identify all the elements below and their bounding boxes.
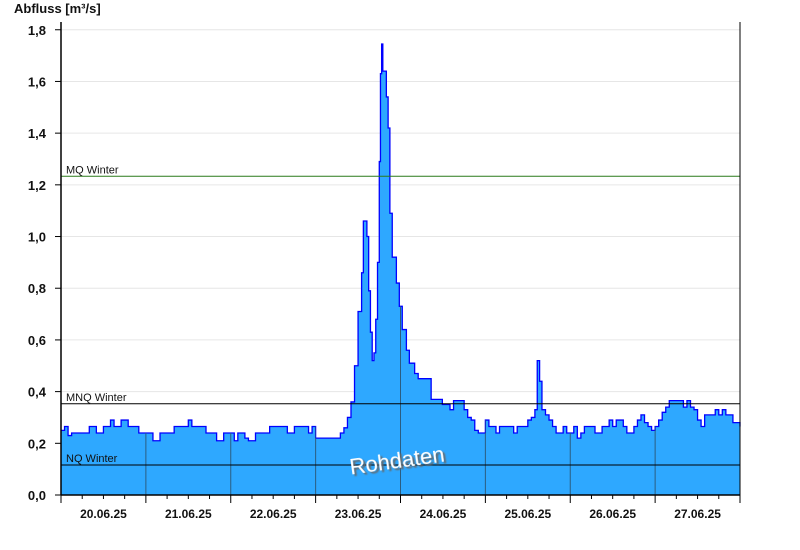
y-tick-label: 0,6 — [28, 333, 46, 348]
grid — [61, 29, 740, 444]
y-tick-label: 0,8 — [28, 281, 46, 296]
y-tick-label: 0,2 — [28, 436, 46, 451]
x-tick-label: 20.06.25 — [80, 507, 127, 521]
reference-line-label: NQ Winter — [66, 453, 118, 465]
y-axis-label: Abfluss [m³/s] — [14, 1, 101, 16]
axes: 0,0 0,2 0,4 0,6 0,8 1,0 1,2 1,4 1,6 1,8 20.06.25 21… — [28, 22, 741, 521]
x-tick-label: 26.06.25 — [589, 507, 636, 521]
x-tick-label: 22.06.25 — [250, 507, 297, 521]
y-tick-label: 1,0 — [28, 230, 46, 245]
y-tick-label: 1,4 — [28, 126, 47, 141]
y-tick-label: 1,8 — [28, 23, 46, 38]
day-separators — [145, 43, 656, 495]
x-tick-label: 27.06.25 — [674, 507, 721, 521]
y-tick-label: 1,6 — [28, 74, 46, 89]
x-tick-label: 21.06.25 — [165, 507, 212, 521]
reference-line-label: MNQ Winter — [66, 392, 127, 404]
reference-line-label: MQ Winter — [66, 164, 119, 176]
discharge-line — [61, 43, 741, 442]
y-tick-label: 1,2 — [28, 178, 46, 193]
x-tick-label: 23.06.25 — [335, 507, 382, 521]
y-tick-label: 0,0 — [28, 488, 46, 503]
x-tick-label: 24.06.25 — [420, 507, 467, 521]
y-tick-label: 0,4 — [28, 385, 47, 400]
x-tick-label: 25.06.25 — [504, 507, 551, 521]
reference-lines: MQ Winter MNQ Winter NQ Winter — [61, 164, 740, 466]
